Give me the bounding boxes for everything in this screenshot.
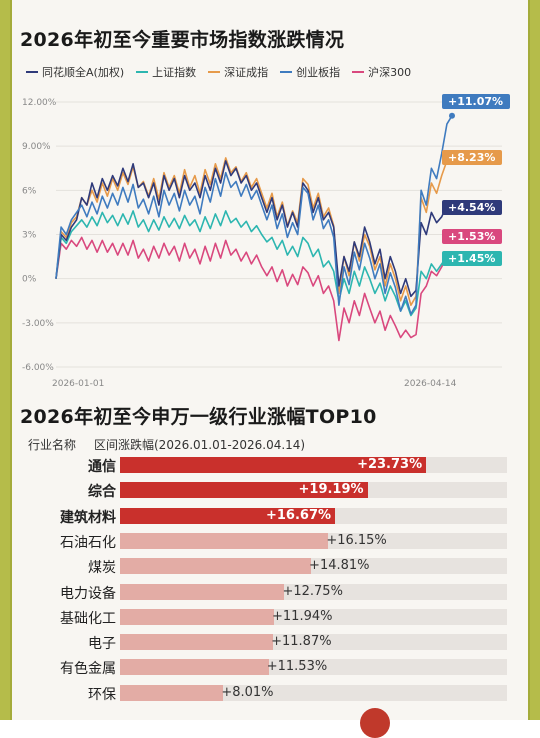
bar-value-label: +14.81% [309, 558, 370, 574]
bar-track: +16.67% [120, 507, 507, 524]
end-label-box [442, 150, 502, 165]
x-tick-label: 2026-04-14 [404, 379, 457, 389]
bar: +16.67% [120, 507, 336, 524]
bar-track: +11.87% [120, 634, 507, 651]
y-tick-label: 9.00% [22, 142, 51, 152]
category-label: 通信 [88, 459, 116, 475]
series-line [55, 115, 453, 315]
bar: +19.19% [120, 482, 368, 499]
end-label: +8.23% [448, 151, 495, 164]
legend-swatch [208, 71, 221, 73]
bar-track: +8.01% [120, 684, 507, 701]
legend-swatch [136, 71, 149, 73]
category-label: 电子 [88, 636, 116, 653]
bar [120, 684, 224, 701]
legend-swatch [352, 71, 365, 73]
y-tick-label: 3% [22, 231, 37, 241]
bar: +23.73% [120, 457, 427, 473]
column-header-change: 区间涨跌幅(2026.01.01-2026.04.14) [94, 438, 306, 452]
column-header-industry: 行业名称 [28, 438, 77, 452]
bar-value-label: +19.19% [298, 482, 364, 498]
series-line [55, 210, 453, 317]
legend-label: 上证指数 [152, 66, 197, 79]
bar-value-label: +23.73% [357, 457, 423, 472]
bar-value-label: +11.87% [271, 634, 332, 650]
legend-item: 沪深300 [352, 64, 411, 80]
y-tick-label: 6% [22, 186, 37, 196]
content-card [10, 0, 530, 720]
legend-swatch [280, 71, 293, 73]
bar-track: +19.19% [120, 482, 507, 499]
bar-row: 综合 +19.19% [0, 478, 540, 503]
end-label: +1.45% [448, 252, 495, 265]
y-tick-label: -6.00% [22, 363, 54, 373]
bar-track: +12.75% [120, 583, 507, 600]
y-tick-label: -3.00% [22, 319, 54, 329]
legend-item: 同花顺全A(加权) [26, 64, 124, 80]
bar-row: 煤炭 +14.81% [0, 554, 540, 579]
bar-value-label: +12.75% [282, 583, 343, 599]
series-line [55, 160, 453, 298]
legend-item: 深证成指 [208, 64, 268, 80]
bar-value-label: +16.15% [326, 532, 387, 548]
bar [120, 583, 285, 600]
end-label-box [442, 94, 510, 109]
bar-row: 有色金属 +11.53% [0, 655, 540, 680]
legend-label: 同花顺全A(加权) [42, 66, 125, 79]
legend-swatch [26, 71, 38, 73]
bar-track: +16.15% [120, 532, 507, 549]
bar-value-label: +8.01% [221, 684, 274, 700]
legend-item: 创业板指 [280, 64, 340, 80]
legend-label: 创业板指 [296, 66, 341, 79]
bar-row: 通信 +23.73% [0, 453, 540, 478]
legend-label: 沪深300 [368, 66, 412, 79]
bar-track: +23.73% [120, 457, 507, 473]
bar-track: +11.94% [120, 608, 507, 625]
bar-track: +14.81% [120, 558, 507, 575]
bar [120, 659, 269, 676]
end-label: +1.53% [448, 230, 495, 243]
bar-row: 石油石化 +16.15% [0, 529, 540, 554]
line-chart: 12.00% 9.00% 6% 3% 0% -3.00% -6.00% 2026-01-01 2… [22, 94, 510, 389]
category-label: 综合 [88, 484, 116, 501]
bar [120, 558, 312, 575]
bar-chart-title: 2026年初至今申万一级行业涨幅TOP10 [20, 406, 377, 428]
legend-item: 上证指数 [136, 64, 196, 80]
legend-label: 深证成指 [224, 66, 269, 79]
category-label: 建筑材料 [60, 509, 116, 526]
end-label-box [442, 229, 502, 244]
bar-row: 基础化工 +11.94% [0, 605, 540, 630]
bar [120, 608, 275, 625]
bar-row: 建筑材料 +16.67% [0, 504, 540, 529]
category-label: 有色金属 [60, 661, 116, 678]
bar-track: +11.53% [120, 659, 507, 676]
category-label: 电力设备 [60, 585, 116, 602]
series-line [55, 156, 453, 307]
category-label: 环保 [88, 686, 116, 703]
category-label: 煤炭 [88, 560, 116, 577]
decorative-circle [360, 708, 390, 738]
series-line [55, 236, 453, 342]
end-label: +11.07% [448, 95, 503, 108]
bar-value-label: +11.94% [272, 608, 333, 624]
y-tick-label: 12.00% [22, 98, 57, 108]
bar-row: 环保 +8.01% [0, 681, 540, 706]
end-label-box [442, 251, 502, 266]
bar [120, 634, 274, 651]
legend: 同花顺全A(加权) 上证指数 深证成指 创业板指 沪深300 [26, 64, 411, 80]
bar-value-label: +11.53% [266, 659, 328, 675]
end-label-box [442, 200, 502, 215]
bar-row: 电子 +11.87% [0, 630, 540, 655]
category-label: 石油石化 [60, 534, 116, 551]
bar-row: 电力设备 +12.75% [0, 580, 540, 605]
y-tick-label: 0% [22, 275, 37, 285]
bar-value-label: +16.67% [265, 507, 332, 523]
line-chart-title: 2026年初至今重要市场指数涨跌情况 [20, 29, 345, 51]
category-label: 基础化工 [60, 610, 116, 627]
bar [120, 532, 329, 549]
x-tick-label: 2026-01-01 [52, 379, 104, 389]
end-label: +4.54% [448, 201, 495, 214]
series-end-point [449, 112, 455, 119]
